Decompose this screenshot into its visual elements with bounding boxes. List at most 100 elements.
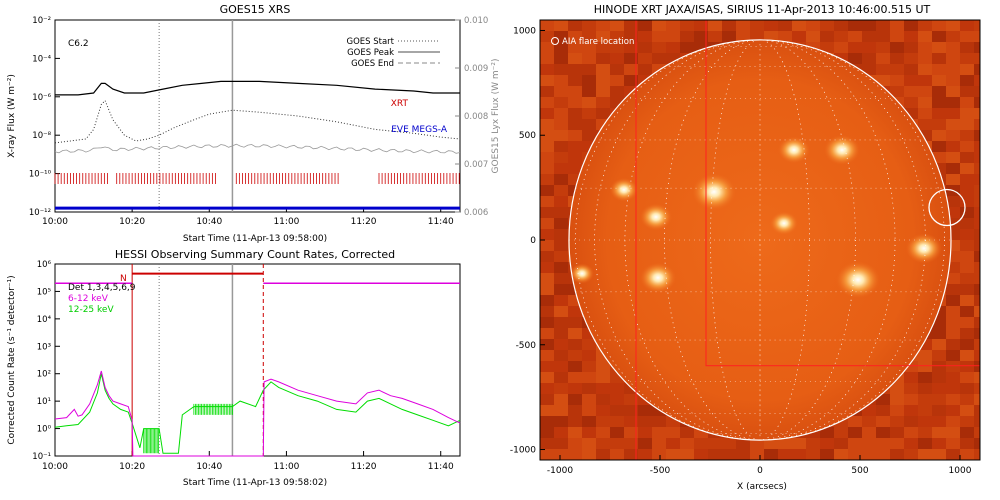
xrt-pixel bbox=[932, 86, 946, 97]
xrt-pixel bbox=[568, 31, 582, 42]
xrt-pixel bbox=[946, 361, 960, 372]
xrt-pixel bbox=[568, 372, 582, 383]
xrt-pixel bbox=[792, 449, 806, 460]
xrt-pixel bbox=[680, 42, 694, 53]
xrt-pixel bbox=[974, 185, 980, 196]
active-region bbox=[640, 203, 672, 231]
hessi-ytick-label: 10⁴ bbox=[37, 315, 52, 325]
xrt-pixel bbox=[596, 20, 610, 31]
xrt-pixel bbox=[862, 405, 876, 416]
xrt-pixel bbox=[554, 163, 568, 174]
xrt-pixel bbox=[820, 427, 834, 438]
xrt-pixel bbox=[946, 75, 960, 86]
xrt-pixel bbox=[862, 20, 876, 31]
hessi-ytick-label: 10¹ bbox=[37, 397, 51, 407]
xrt-pixel bbox=[554, 20, 568, 31]
xrt-pixel bbox=[932, 75, 946, 86]
xrt-pixel bbox=[890, 438, 904, 449]
series-6-12kev bbox=[54, 370, 461, 457]
xrt-pixel bbox=[554, 350, 568, 361]
xrt-pixel bbox=[722, 20, 736, 31]
xrt-pixel bbox=[540, 53, 554, 64]
active-region bbox=[570, 263, 594, 284]
xrt-ytick-label: 500 bbox=[519, 131, 536, 141]
xrt-pixel bbox=[554, 64, 568, 75]
hessi-ytick-label: 10⁵ bbox=[37, 287, 51, 297]
hessi-title: HESSI Observing Summary Count Rates, Cor… bbox=[115, 248, 395, 261]
xrt-pixel bbox=[764, 20, 778, 31]
xrt-pixel bbox=[862, 438, 876, 449]
xrt-pixel bbox=[946, 251, 960, 262]
xrt-pixel bbox=[568, 20, 582, 31]
goes-ytick-label: 10⁻⁶ bbox=[32, 93, 51, 103]
xrt-pixel bbox=[540, 361, 554, 372]
xrt-pixel bbox=[568, 405, 582, 416]
xrt-pixel bbox=[582, 64, 596, 75]
xrt-pixel bbox=[582, 119, 596, 130]
xrt-pixel bbox=[932, 130, 946, 141]
xrt-pixel bbox=[974, 361, 980, 372]
xrt-pixel bbox=[904, 361, 918, 372]
xrt-pixel bbox=[974, 64, 980, 75]
hessi-xlabel: Start Time (11-Apr-13 09:58:02) bbox=[183, 478, 327, 488]
xrt-pixel bbox=[554, 207, 568, 218]
xrt-pixel bbox=[862, 449, 876, 460]
xrt-pixel bbox=[554, 339, 568, 350]
xrt-pixel bbox=[596, 97, 610, 108]
xrt-pixel bbox=[946, 306, 960, 317]
goes-ytick-label: 10⁻⁸ bbox=[32, 131, 51, 141]
xrt-pixel bbox=[554, 284, 568, 295]
xrt-pixel bbox=[960, 394, 974, 405]
xrt-pixel bbox=[946, 449, 960, 460]
xrt-pixel bbox=[610, 405, 624, 416]
xrt-pixel bbox=[540, 163, 554, 174]
xrt-pixel bbox=[764, 438, 778, 449]
xrt-pixel bbox=[568, 328, 582, 339]
xrt-pixel bbox=[918, 31, 932, 42]
xrt-pixel bbox=[960, 64, 974, 75]
xrt-pixel bbox=[554, 328, 568, 339]
xrt-pixel bbox=[540, 229, 554, 240]
xrt-pixel bbox=[974, 229, 980, 240]
xrt-pixel bbox=[708, 438, 722, 449]
xrt-pixel bbox=[806, 20, 820, 31]
xrt-pixel bbox=[960, 361, 974, 372]
xrt-pixel bbox=[974, 141, 980, 152]
goes-xtick-label: 10:20 bbox=[119, 217, 145, 227]
xrt-pixel bbox=[862, 31, 876, 42]
xrt-pixel bbox=[540, 42, 554, 53]
xrt-pixel bbox=[596, 75, 610, 86]
xrt-pixel bbox=[904, 108, 918, 119]
xrt-pixel bbox=[974, 75, 980, 86]
xrt-pixel bbox=[624, 53, 638, 64]
xrt-pixel bbox=[624, 31, 638, 42]
xrt-pixel bbox=[960, 174, 974, 185]
hessi-event-markers bbox=[131, 264, 264, 456]
xrt-pixel bbox=[638, 20, 652, 31]
xrt-pixel bbox=[750, 438, 764, 449]
xrt-pixel bbox=[960, 449, 974, 460]
xrt-pixel bbox=[946, 416, 960, 427]
xrt-pixel bbox=[624, 438, 638, 449]
xrt-pixel bbox=[694, 438, 708, 449]
goes-y2tick-label: 0.006 bbox=[464, 208, 488, 218]
xrt-pixel bbox=[764, 449, 778, 460]
xrt-pixel bbox=[918, 75, 932, 86]
xrt-pixel bbox=[540, 383, 554, 394]
xrt-pixel bbox=[554, 361, 568, 372]
xrt-pixel bbox=[694, 449, 708, 460]
active-region bbox=[836, 261, 880, 299]
xrt-pixel bbox=[568, 152, 582, 163]
xrt-pixel bbox=[624, 394, 638, 405]
xrt-pixel bbox=[610, 416, 624, 427]
xrt-fov-outline bbox=[635, 20, 980, 460]
goes-xtick-label: 10:00 bbox=[42, 217, 68, 227]
xrt-pixel bbox=[554, 130, 568, 141]
xrt-pixel bbox=[638, 449, 652, 460]
xrt-pixel bbox=[848, 42, 862, 53]
xrt-pixel bbox=[932, 416, 946, 427]
xrt-pixel bbox=[890, 394, 904, 405]
xrt-pixel bbox=[554, 31, 568, 42]
xrt-pixel bbox=[540, 31, 554, 42]
